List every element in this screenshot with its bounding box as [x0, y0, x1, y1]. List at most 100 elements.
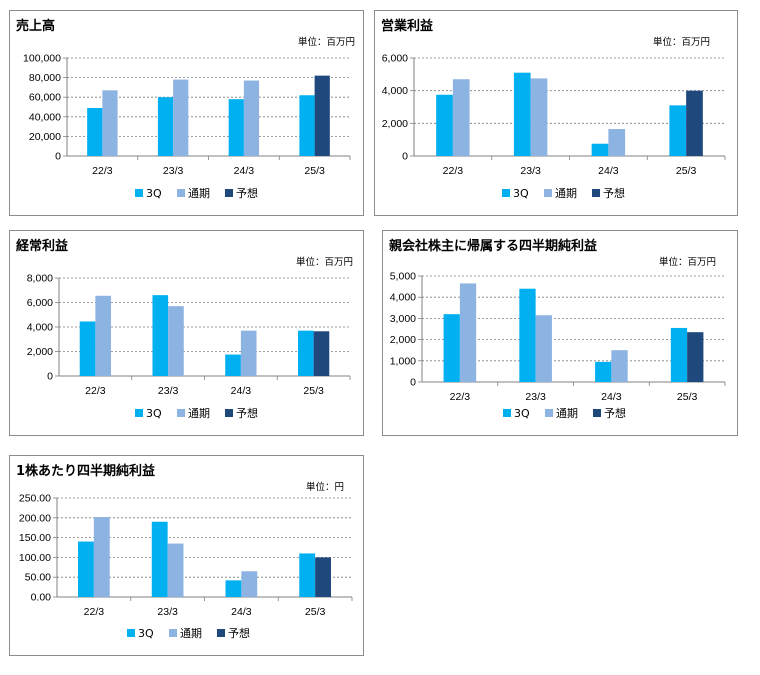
y-tick-label: 250.00: [19, 493, 51, 505]
bar-通期-24/3: [608, 129, 626, 156]
legend-label: 予想: [604, 406, 626, 420]
bar-3Q-23/3: [513, 72, 531, 156]
x-category-label: 23/3: [525, 391, 546, 403]
x-category-label: 23/3: [158, 385, 179, 397]
x-category-label: 24/3: [598, 165, 619, 177]
y-tick-label: 20,000: [29, 131, 61, 143]
bar-3Q-23/3: [519, 288, 536, 382]
bar-3Q-25/3: [299, 95, 315, 156]
bar-3Q-25/3: [297, 330, 314, 376]
y-tick-label: 2,000: [390, 334, 416, 346]
y-tick-label: 5,000: [390, 271, 416, 283]
bar-3Q-24/3: [225, 354, 241, 376]
x-category-label: 24/3: [234, 165, 255, 177]
x-category-label: 24/3: [231, 606, 252, 618]
legend-label: 予想: [236, 186, 258, 200]
y-tick-label: 4,000: [390, 292, 416, 304]
bar-3Q-24/3: [225, 580, 242, 597]
legend-label: 3Q: [146, 187, 162, 200]
bar-通期-24/3: [243, 80, 260, 156]
legend-label: 予想: [228, 626, 250, 640]
bar-3Q-22/3: [78, 541, 94, 597]
unit-label: 単位：百万円: [653, 37, 711, 48]
y-tick-label: 4,000: [382, 85, 408, 97]
bar-3Q-23/3: [152, 295, 169, 376]
legend-swatch: [169, 629, 177, 637]
x-category-label: 23/3: [163, 165, 184, 177]
chart-svg: 0 2,000 4,000 6,000 8,000 22/3 23/3 24/3 25/3 3Q 通…: [27, 273, 351, 420]
x-category-label: 22/3: [450, 391, 471, 403]
bar-通期-23/3: [168, 306, 184, 376]
x-category-label: 25/3: [305, 606, 326, 618]
bar-予想-25/3: [687, 332, 704, 382]
bar-通期-22/3: [452, 79, 470, 156]
y-tick-label: 0: [55, 151, 61, 163]
legend-label: 予想: [603, 186, 625, 200]
bar-予想-25/3: [314, 75, 330, 156]
y-tick-label: 8,000: [27, 273, 53, 285]
unit-label: 単位：百万円: [298, 37, 356, 48]
y-tick-label: 100,000: [23, 53, 61, 65]
chart-svg: 0 1,000 2,000 3,000 4,000 5,000 22/3 23/3 24/3 25…: [390, 271, 726, 420]
legend-label: 通期: [188, 187, 210, 200]
y-tick-label: 6,000: [382, 53, 408, 65]
bar-予想-25/3: [315, 557, 331, 597]
y-tick-label: 6,000: [27, 297, 53, 309]
y-tick-label: 200.00: [19, 512, 51, 524]
legend-swatch: [127, 629, 135, 637]
legend-swatch: [135, 189, 143, 197]
bar-3Q-22/3: [436, 94, 453, 156]
chart-title: 1株あたり四半期純利益: [16, 464, 156, 479]
y-tick-label: 0.00: [31, 592, 52, 604]
legend-label: 3Q: [514, 407, 530, 420]
bar-通期-22/3: [459, 283, 477, 382]
legend-swatch: [592, 189, 600, 197]
y-tick-label: 2,000: [382, 118, 408, 130]
chart-panel-operating-profit: 営業利益 単位：百万円 0 2,000 4,000 6,000 22/3 23/3 24/3…: [374, 10, 738, 216]
chart-title: 経常利益: [16, 239, 69, 254]
legend-swatch: [503, 409, 511, 417]
bar-3Q-25/3: [669, 105, 687, 156]
chart-svg: 0.00 50.00 100.00 150.00 200.00 250.00 22/3 23/…: [19, 493, 353, 640]
x-category-label: 24/3: [231, 385, 252, 397]
bar-予想-25/3: [686, 90, 703, 156]
chart-panel-net-income: 親会社株主に帰属する四半期純利益 単位：百万円 0 1,000 2,000 3,000…: [382, 230, 738, 436]
x-category-label: 25/3: [303, 385, 324, 397]
bar-3Q-24/3: [591, 143, 609, 156]
x-category-label: 25/3: [304, 165, 325, 177]
bar-通期-22/3: [102, 90, 118, 156]
legend-swatch: [177, 189, 185, 197]
legend-swatch: [544, 189, 552, 197]
bar-3Q-24/3: [228, 99, 244, 156]
y-tick-label: 80,000: [29, 72, 61, 84]
bar-通期-22/3: [95, 295, 112, 376]
bar-通期-23/3: [173, 79, 189, 156]
bar-通期-23/3: [535, 315, 552, 382]
chart-svg: 0 20,000 40,000 60,000 80,000 100,000 22/3 23/3…: [23, 53, 351, 200]
bar-3Q-22/3: [87, 107, 103, 156]
bar-3Q-23/3: [157, 97, 174, 156]
y-tick-label: 0: [402, 151, 408, 163]
y-tick-label: 50.00: [25, 572, 51, 584]
unit-label: 単位：百万円: [659, 257, 717, 268]
x-category-label: 22/3: [443, 165, 464, 177]
bar-3Q-25/3: [299, 553, 316, 597]
x-category-label: 23/3: [520, 165, 541, 177]
bar-予想-25/3: [313, 331, 330, 376]
x-category-label: 22/3: [85, 385, 106, 397]
legend-swatch: [225, 409, 233, 417]
legend-swatch: [135, 409, 143, 417]
bar-3Q-24/3: [595, 361, 612, 382]
legend-swatch: [593, 409, 601, 417]
chart-panel-ordinary-profit: 経常利益 単位：百万円 0 2,000 4,000 6,000 8,000 22/3 23/…: [9, 230, 364, 436]
x-category-label: 23/3: [157, 606, 178, 618]
legend-label: 3Q: [513, 187, 529, 200]
bar-通期-23/3: [167, 543, 184, 597]
bar-通期-22/3: [93, 517, 110, 597]
bar-3Q-23/3: [151, 521, 168, 597]
y-tick-label: 4,000: [27, 322, 53, 334]
chart-panel-eps: 1株あたり四半期純利益 単位：円 0.00 50.00 100.00 150.00 20…: [9, 455, 364, 656]
bar-通期-24/3: [611, 350, 628, 382]
legend-swatch: [177, 409, 185, 417]
y-tick-label: 100.00: [19, 552, 51, 564]
